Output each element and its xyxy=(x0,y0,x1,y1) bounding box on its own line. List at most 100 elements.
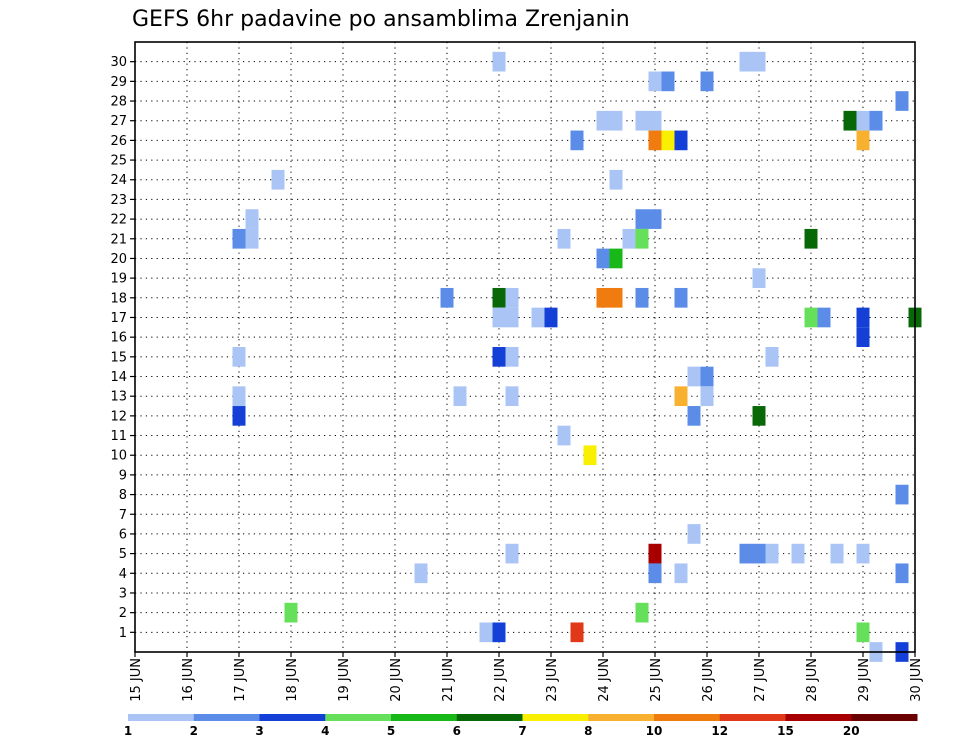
plot-frame xyxy=(134,41,916,653)
heatmap-cell xyxy=(661,130,675,151)
heatmap-cell xyxy=(739,51,753,72)
heatmap-cell xyxy=(271,169,285,190)
colorbar-label: 5 xyxy=(387,724,395,738)
heatmap-cell xyxy=(635,209,649,229)
heatmap-cell xyxy=(804,307,818,328)
heatmap-cell xyxy=(609,287,623,308)
heatmap-cell xyxy=(856,307,870,328)
colorbar-label: 7 xyxy=(518,724,526,738)
x-axis-ticks: 15 JUN 16 JUN 17 JUN 18 JUN 19 JUN 20 JUN 21 J… xyxy=(129,652,924,702)
heatmap-cell xyxy=(492,622,506,643)
heatmap-cell xyxy=(232,386,246,407)
y-tick-label: 2 xyxy=(119,606,127,621)
heatmap-cell xyxy=(635,110,649,131)
y-tick-label: 30 xyxy=(110,55,127,70)
heatmap-cell xyxy=(817,307,831,328)
colorbar: 1 2 3 4 5 6 7 8 10 12 15 20 xyxy=(124,714,918,738)
heatmap-cell xyxy=(635,602,649,623)
y-tick-label: 13 xyxy=(110,390,127,405)
heatmap-cell xyxy=(622,228,636,249)
heatmap-cell xyxy=(700,71,714,92)
heatmap-cell xyxy=(492,51,506,72)
heatmap-cell xyxy=(674,386,688,407)
heatmap-cell xyxy=(687,524,701,544)
colorbar-swatch xyxy=(193,714,260,721)
heatmap-cell xyxy=(856,110,870,131)
heatmap-cell xyxy=(557,425,571,446)
heatmap-cell xyxy=(492,287,506,308)
colorbar-label: 15 xyxy=(777,724,794,738)
y-tick-label: 9 xyxy=(119,468,127,483)
heatmap-cell xyxy=(245,209,259,229)
x-tick-label: 23 JUN xyxy=(545,658,560,702)
colorbar-swatch xyxy=(522,714,589,721)
colorbar-swatch xyxy=(391,714,458,721)
heatmap-cell xyxy=(700,366,714,387)
y-tick-label: 25 xyxy=(110,154,127,169)
x-tick-label: 30 JUN xyxy=(909,658,924,702)
heatmap-cell xyxy=(544,307,558,328)
y-tick-label: 26 xyxy=(110,134,127,149)
heatmap-cell xyxy=(804,228,818,249)
y-tick-label: 6 xyxy=(119,527,127,542)
colorbar-label: 6 xyxy=(453,724,461,738)
heatmap-cell xyxy=(492,307,506,328)
heatmap-cell xyxy=(648,71,662,92)
x-tick-label: 27 JUN xyxy=(753,658,768,702)
y-tick-label: 12 xyxy=(110,409,127,424)
heatmap-cell xyxy=(414,563,428,584)
heatmap-cell xyxy=(635,287,649,308)
heatmap-cell xyxy=(648,543,662,564)
y-tick-label: 23 xyxy=(110,193,127,208)
heatmap-cell xyxy=(648,110,662,131)
x-tick-label: 22 JUN xyxy=(493,658,508,702)
colorbar-label: 8 xyxy=(584,724,592,738)
x-tick-label: 29 JUN xyxy=(857,658,872,702)
heatmap-cell xyxy=(453,386,467,407)
colorbar-label: 3 xyxy=(255,724,263,738)
y-tick-label: 15 xyxy=(110,350,127,365)
heatmap-cell xyxy=(674,563,688,584)
heatmap-cell xyxy=(440,287,454,308)
heatmap-cell xyxy=(505,543,519,564)
colorbar-swatch xyxy=(456,714,523,721)
colorbar-label: 1 xyxy=(124,724,132,738)
heatmap-cell xyxy=(661,71,675,92)
x-tick-label: 18 JUN xyxy=(285,658,300,702)
y-tick-label: 20 xyxy=(110,252,127,267)
y-tick-label: 1 xyxy=(119,626,127,641)
colorbar-swatch xyxy=(654,714,721,721)
heatmap-cell xyxy=(505,307,519,328)
y-tick-label: 14 xyxy=(110,370,127,385)
colorbar-swatch xyxy=(719,714,786,721)
colorbar-label: 20 xyxy=(843,724,860,738)
heatmap-cell xyxy=(609,248,623,269)
grid-lines xyxy=(135,42,915,652)
heatmap-cell xyxy=(752,268,766,288)
colorbar-label: 4 xyxy=(321,724,329,738)
heatmap-cell xyxy=(479,622,493,643)
heatmap-cell xyxy=(856,622,870,643)
heatmap-cell xyxy=(674,287,688,308)
heatmap-cell xyxy=(609,169,623,190)
y-tick-label: 10 xyxy=(110,449,127,464)
x-tick-label: 19 JUN xyxy=(337,658,352,702)
heatmap-cell xyxy=(830,543,844,564)
colorbar-swatch xyxy=(128,714,195,721)
heatmap-cell xyxy=(869,110,883,131)
y-tick-label: 27 xyxy=(110,114,127,129)
heatmap-cell xyxy=(596,110,610,131)
heatmap-cell xyxy=(687,406,701,426)
heatmap-cell xyxy=(596,287,610,308)
y-tick-label: 18 xyxy=(110,291,127,306)
colorbar-swatch xyxy=(259,714,326,721)
heatmap-cell xyxy=(596,248,610,269)
heatmap-cell xyxy=(674,130,688,151)
colorbar-label: 12 xyxy=(711,724,728,738)
y-tick-label: 5 xyxy=(119,547,127,562)
y-tick-label: 22 xyxy=(110,213,127,228)
heatmap-cell xyxy=(570,622,584,643)
y-tick-label: 19 xyxy=(110,272,127,287)
heatmap-cell xyxy=(232,406,246,426)
